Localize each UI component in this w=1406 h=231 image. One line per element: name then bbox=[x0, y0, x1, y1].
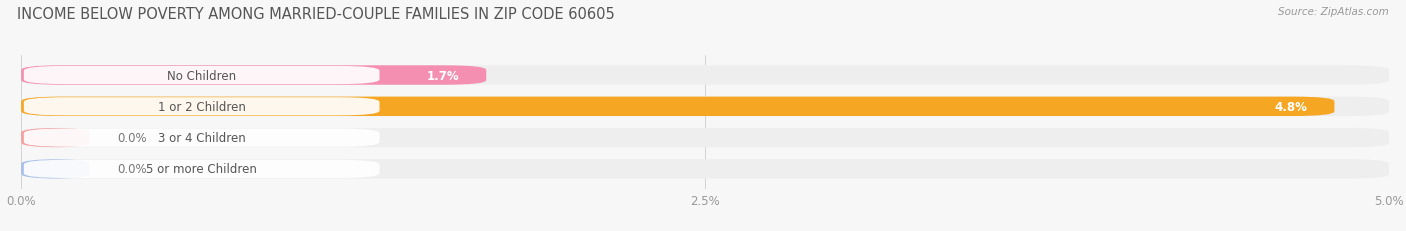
Text: 1 or 2 Children: 1 or 2 Children bbox=[157, 100, 246, 113]
Text: 0.0%: 0.0% bbox=[117, 163, 146, 176]
FancyBboxPatch shape bbox=[21, 128, 1389, 148]
FancyBboxPatch shape bbox=[21, 97, 1389, 116]
Text: 1.7%: 1.7% bbox=[426, 69, 458, 82]
FancyBboxPatch shape bbox=[24, 129, 380, 147]
FancyBboxPatch shape bbox=[21, 66, 486, 85]
Text: 0.0%: 0.0% bbox=[117, 131, 146, 144]
Text: Source: ZipAtlas.com: Source: ZipAtlas.com bbox=[1278, 7, 1389, 17]
FancyBboxPatch shape bbox=[21, 160, 1389, 179]
Text: 5 or more Children: 5 or more Children bbox=[146, 163, 257, 176]
Text: INCOME BELOW POVERTY AMONG MARRIED-COUPLE FAMILIES IN ZIP CODE 60605: INCOME BELOW POVERTY AMONG MARRIED-COUPL… bbox=[17, 7, 614, 22]
FancyBboxPatch shape bbox=[21, 128, 90, 148]
FancyBboxPatch shape bbox=[21, 66, 1389, 85]
FancyBboxPatch shape bbox=[24, 67, 380, 85]
Text: 4.8%: 4.8% bbox=[1274, 100, 1308, 113]
FancyBboxPatch shape bbox=[21, 97, 1334, 116]
FancyBboxPatch shape bbox=[24, 98, 380, 116]
FancyBboxPatch shape bbox=[21, 160, 90, 179]
Text: 3 or 4 Children: 3 or 4 Children bbox=[157, 131, 246, 144]
FancyBboxPatch shape bbox=[24, 160, 380, 178]
Text: No Children: No Children bbox=[167, 69, 236, 82]
